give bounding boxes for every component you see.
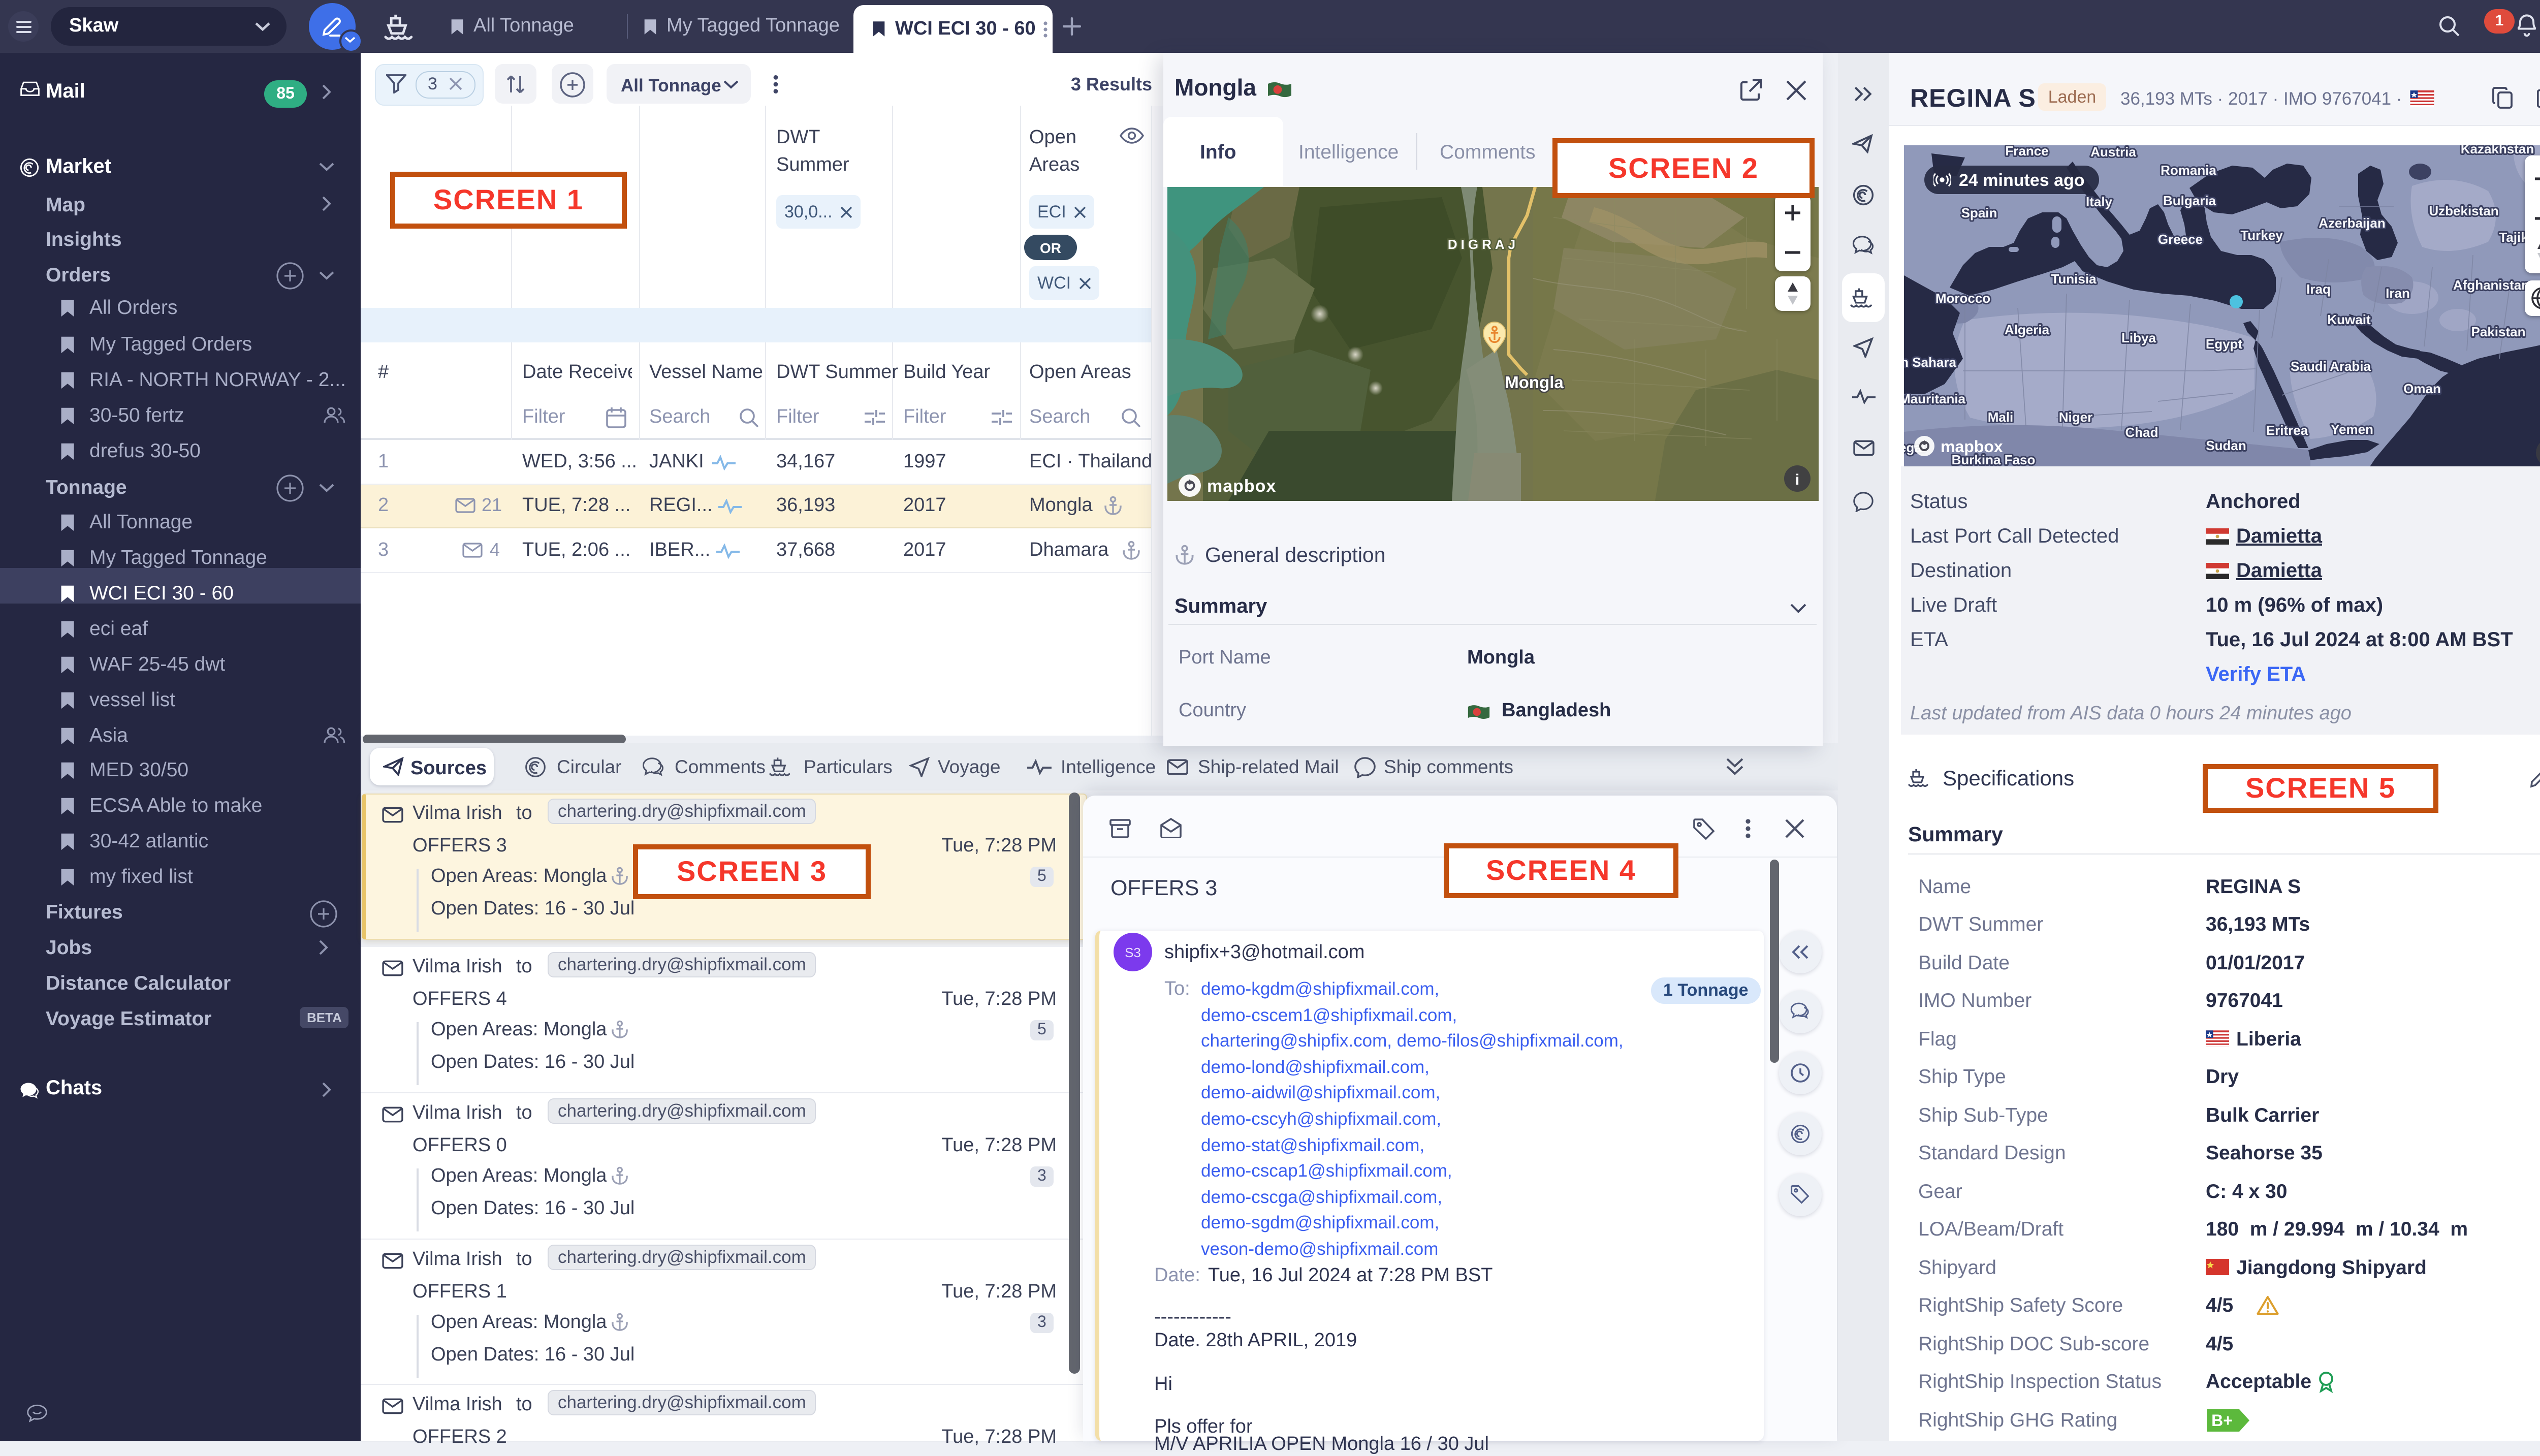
svg-text:Iraq: Iraq	[2306, 281, 2331, 297]
svg-text:Azerbaijan: Azerbaijan	[2319, 215, 2386, 231]
svg-text:Mongla: Mongla	[1505, 373, 1564, 392]
svg-text:Yemen: Yemen	[2331, 422, 2373, 437]
svg-text:Eritrea: Eritrea	[2266, 423, 2308, 438]
svg-text:Italy: Italy	[2086, 194, 2113, 209]
svg-text:mapbox: mapbox	[1207, 477, 1276, 496]
svg-text:i: i	[1795, 471, 1799, 488]
svg-text:Kazakhstan: Kazakhstan	[2461, 145, 2534, 156]
svg-text:Egypt: Egypt	[2206, 336, 2243, 352]
svg-text:mapbox: mapbox	[1941, 437, 2003, 456]
svg-text:Iran: Iran	[2386, 286, 2410, 301]
svg-text:Tunisia: Tunisia	[2051, 271, 2097, 287]
svg-text:Uzbekistan: Uzbekistan	[2429, 203, 2498, 218]
svg-text:Austria: Austria	[2090, 145, 2136, 160]
svg-text:France: France	[2005, 145, 2048, 159]
svg-text:Romania: Romania	[2161, 163, 2216, 178]
svg-text:Spain: Spain	[1961, 205, 1997, 220]
svg-text:Oman: Oman	[2403, 381, 2441, 396]
svg-text:Tajik: Tajik	[2499, 230, 2528, 245]
svg-text:Algeria: Algeria	[2005, 322, 2050, 337]
svg-text:Afghanistan: Afghanistan	[2453, 277, 2529, 293]
svg-text:Bulgaria: Bulgaria	[2163, 193, 2216, 208]
svg-text:Turkey: Turkey	[2240, 228, 2283, 243]
svg-text:DIGRAJ: DIGRAJ	[1448, 237, 1519, 252]
svg-text:Burkina Faso: Burkina Faso	[1952, 452, 2036, 466]
svg-text:B+: B+	[2211, 1411, 2233, 1429]
svg-text:n Sahara: n Sahara	[1904, 355, 1956, 370]
svg-text:Mali: Mali	[1988, 409, 2014, 425]
svg-text:Saudi Arabia: Saudi Arabia	[2291, 359, 2371, 374]
svg-text:Greece: Greece	[2158, 232, 2203, 247]
svg-text:Chad: Chad	[2125, 425, 2158, 440]
svg-text:Sudan: Sudan	[2206, 438, 2246, 453]
svg-text:Libya: Libya	[2121, 330, 2156, 345]
svg-text:Niger: Niger	[2059, 409, 2092, 425]
svg-text:Morocco: Morocco	[1935, 291, 1990, 306]
svg-text:Kuwait: Kuwait	[2327, 312, 2371, 327]
svg-text:Pakistan: Pakistan	[2471, 324, 2526, 339]
svg-text:Mauritania: Mauritania	[1904, 391, 1966, 406]
